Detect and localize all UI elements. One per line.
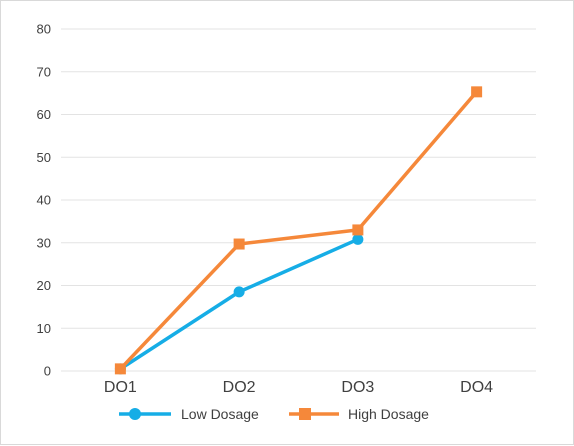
legend-marker-high-dosage: [299, 408, 311, 420]
point-low-dosage-do2: [233, 286, 245, 298]
legend-item-low-dosage: Low Dosage: [119, 406, 259, 422]
y-tick-label-40: 40: [37, 193, 51, 208]
y-tick-label-0: 0: [44, 364, 51, 379]
legend-label-high-dosage: High Dosage: [348, 406, 429, 422]
legend-item-high-dosage: High Dosage: [289, 406, 429, 422]
x-axis-ticks: DO1 DO2 DO3 DO4: [104, 379, 493, 396]
y-tick-label-30: 30: [37, 235, 51, 250]
x-tick-label-do3: DO3: [341, 379, 374, 396]
point-high-dosage-do2: [233, 238, 245, 250]
legend-label-low-dosage: Low Dosage: [181, 406, 259, 422]
series-layer: [114, 86, 483, 375]
legend: Low Dosage High Dosage: [119, 406, 429, 422]
point-low-dosage-do3: [352, 233, 364, 245]
y-tick-label-50: 50: [37, 150, 51, 165]
y-tick-label-20: 20: [37, 278, 51, 293]
legend-marker-low-dosage: [129, 408, 141, 420]
y-tick-label-10: 10: [37, 321, 51, 336]
x-tick-label-do2: DO2: [223, 379, 256, 396]
y-tick-label-60: 60: [37, 107, 51, 122]
grid-lines: [61, 28, 536, 372]
point-high-dosage-do1: [114, 363, 126, 375]
x-tick-label-do1: DO1: [104, 379, 137, 396]
series-line-high-dosage: [119, 90, 478, 371]
series-line-low-dosage: [119, 237, 359, 371]
x-tick-label-do4: DO4: [460, 379, 493, 396]
point-high-dosage-do4: [471, 86, 483, 98]
point-high-dosage-do3: [352, 224, 364, 236]
y-tick-label-70: 70: [37, 64, 51, 79]
y-tick-label-80: 80: [37, 22, 51, 37]
y-axis-ticks: 0 10 20 30 40 50 60 70 80: [37, 22, 51, 379]
